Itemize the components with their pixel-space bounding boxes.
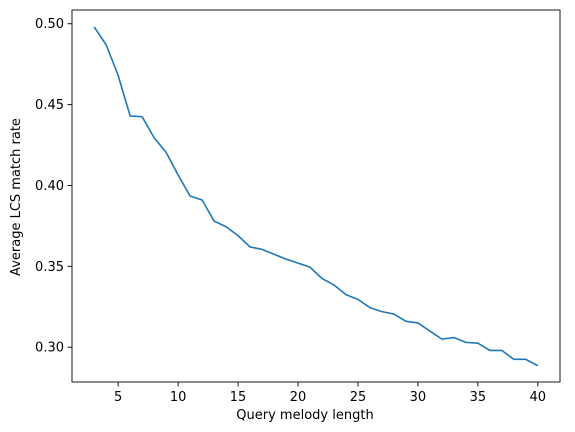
axes-frame — [71, 9, 561, 383]
y-tick-label: 0.35 — [35, 260, 64, 275]
x-tick-label: 35 — [470, 390, 487, 405]
x-tick-label: 30 — [410, 390, 427, 405]
x-tick-label: 15 — [230, 390, 247, 405]
x-tick-label: 25 — [350, 390, 367, 405]
y-tick-label: 0.40 — [35, 179, 64, 194]
y-tick-label: 0.50 — [35, 17, 64, 32]
x-axis-label: Query melody length — [236, 408, 373, 423]
data-line — [93, 26, 539, 367]
x-tick-label: 20 — [290, 390, 307, 405]
x-axis-ticks: 5 10 15 20 25 30 35 40 — [114, 382, 546, 405]
y-tick-label: 0.30 — [35, 341, 64, 356]
y-axis-label: Average LCS match rate — [9, 118, 24, 276]
x-tick-label: 5 — [114, 390, 122, 405]
x-tick-label: 10 — [170, 390, 187, 405]
plot-area — [71, 9, 561, 383]
y-tick-label: 0.45 — [35, 98, 64, 113]
x-tick-label: 40 — [530, 390, 547, 405]
y-axis-ticks: 0.30 0.35 0.40 0.45 0.50 — [35, 17, 72, 356]
